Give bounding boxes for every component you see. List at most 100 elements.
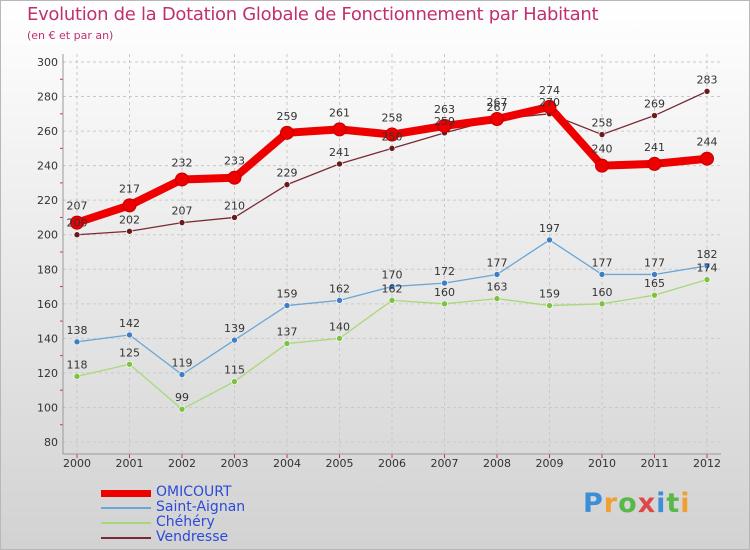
- data-label-omicourt: 274: [539, 84, 560, 97]
- data-label-chehery: 163: [487, 281, 508, 294]
- data-point-saint-aignan: [336, 297, 343, 304]
- data-label-saint-aignan: 177: [592, 256, 613, 269]
- data-label-omicourt: 263: [434, 103, 455, 116]
- data-label-omicourt: 233: [224, 155, 245, 168]
- data-point-chehery: [546, 302, 553, 309]
- x-tick-label: 2004: [273, 457, 301, 470]
- data-point-omicourt: [385, 127, 399, 142]
- logo-letter: t: [666, 488, 681, 519]
- data-label-omicourt: 232: [172, 156, 193, 169]
- data-label-chehery: 99: [175, 391, 189, 404]
- logo-letter: o: [618, 488, 638, 519]
- legend-label-chehery: Chéhéry: [156, 514, 215, 530]
- data-point-saint-aignan: [388, 283, 396, 290]
- data-label-saint-aignan: 142: [119, 317, 140, 330]
- logo-letter: r: [603, 488, 619, 519]
- data-point-saint-aignan: [283, 302, 291, 309]
- legend-label-omicourt: OMICOURT: [156, 484, 232, 500]
- data-point-saint-aignan: [703, 262, 711, 270]
- chart-subtitle: (en € et par an): [27, 29, 114, 42]
- data-label-vendresse: 241: [329, 146, 350, 159]
- data-label-chehery: 140: [329, 320, 350, 333]
- data-point-saint-aignan: [546, 236, 553, 244]
- y-tick-label: 160: [37, 298, 58, 311]
- data-point-saint-aignan: [441, 279, 448, 287]
- chart-title: Evolution de la Dotation Globale de Fonc…: [27, 4, 599, 25]
- y-tick-label: 300: [37, 56, 58, 69]
- x-tick-label: 2002: [168, 457, 196, 470]
- data-point-saint-aignan: [651, 271, 658, 278]
- data-point-chehery: [441, 300, 448, 308]
- data-label-vendresse: 270: [539, 96, 560, 109]
- data-label-omicourt: 240: [592, 143, 613, 156]
- gridlines: [63, 54, 721, 454]
- data-point-vendresse: [651, 112, 658, 119]
- x-tick-label: 2006: [378, 457, 406, 470]
- data-labels: 200 202 207 210 229 241 250 259 267 270 258 269 283 1…: [67, 73, 718, 404]
- data-label-omicourt: 261: [329, 106, 350, 119]
- data-point-vendresse: [388, 145, 396, 152]
- data-point-omicourt: [647, 156, 662, 171]
- data-label-omicourt: 267: [487, 96, 508, 109]
- data-label-saint-aignan: 138: [67, 324, 88, 337]
- axes: 80 100 120 140 160 180 200 220 240 260 280 300 2000 2…: [37, 54, 721, 470]
- x-tick-label: 2011: [641, 457, 669, 470]
- data-label-saint-aignan: 162: [329, 282, 350, 295]
- x-tick-label: 2000: [63, 457, 91, 470]
- y-tick-label: 280: [37, 91, 58, 104]
- data-point-saint-aignan: [598, 271, 606, 278]
- y-tick-label: 240: [37, 160, 58, 173]
- proxiti-logo: Proxiti: [583, 488, 691, 519]
- y-tick-label: 80: [44, 436, 58, 449]
- data-label-vendresse: 202: [119, 213, 140, 226]
- data-point-saint-aignan: [493, 271, 501, 278]
- logo-letter: P: [583, 488, 604, 519]
- y-tick-label: 180: [37, 263, 58, 276]
- y-tick-label: 200: [37, 229, 58, 242]
- logo-letter: i: [680, 488, 691, 519]
- data-point-omicourt: [542, 99, 557, 114]
- data-label-saint-aignan: 197: [539, 222, 560, 235]
- data-label-vendresse: 207: [172, 205, 193, 218]
- legend-swatch-omicourt: [101, 490, 151, 497]
- logo-letter: x: [637, 488, 657, 519]
- data-label-chehery: 137: [277, 326, 298, 339]
- y-tick-label: 120: [37, 367, 58, 380]
- legend-swatch-saint-aignan: [101, 507, 151, 509]
- data-label-vendresse: 250: [382, 130, 403, 143]
- data-point-vendresse: [336, 160, 343, 168]
- data-label-chehery: 174: [697, 262, 718, 275]
- data-label-saint-aignan: 177: [644, 256, 665, 269]
- x-tick-label: 2005: [326, 457, 354, 470]
- data-label-chehery: 165: [644, 277, 665, 290]
- data-point-chehery: [493, 295, 501, 302]
- data-point-omicourt: [332, 122, 347, 137]
- data-label-saint-aignan: 172: [434, 265, 455, 278]
- data-point-vendresse: [178, 219, 186, 226]
- legend-swatch-chehery: [101, 522, 151, 524]
- logo-letter: i: [656, 488, 667, 519]
- data-label-omicourt: 217: [119, 182, 140, 195]
- data-label-chehery: 125: [119, 346, 140, 359]
- data-label-omicourt: 207: [67, 200, 88, 213]
- data-point-omicourt: [280, 125, 294, 140]
- data-label-vendresse: 267: [487, 101, 508, 114]
- data-point-chehery: [283, 340, 291, 347]
- data-label-chehery: 160: [592, 286, 613, 299]
- data-label-chehery: 115: [224, 364, 245, 377]
- data-point-omicourt: [700, 151, 714, 166]
- x-tick-label: 2010: [588, 457, 616, 470]
- data-label-saint-aignan: 177: [487, 256, 508, 269]
- data-label-omicourt: 241: [644, 141, 665, 154]
- data-point-omicourt: [595, 158, 609, 173]
- data-point-vendresse: [703, 88, 711, 95]
- data-label-vendresse: 200: [67, 217, 88, 230]
- data-point-saint-aignan: [126, 331, 133, 339]
- legend-label-vendresse: Vendresse: [156, 529, 229, 545]
- data-point-omicourt: [437, 118, 452, 133]
- data-label-omicourt: 258: [382, 112, 403, 125]
- data-point-chehery: [126, 360, 133, 368]
- data-label-vendresse: 210: [224, 199, 245, 212]
